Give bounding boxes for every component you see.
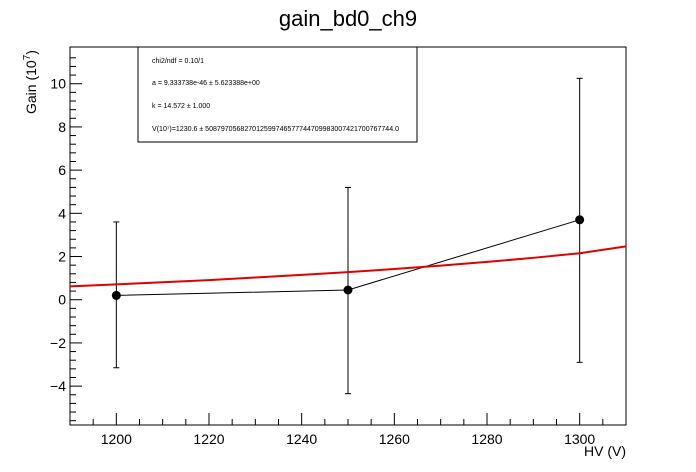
stats-v: V(10⁷)=1230.6 ± 508797056827012599746577… bbox=[152, 126, 399, 133]
x-tick-label: 1260 bbox=[379, 431, 410, 447]
stats-box-frame bbox=[137, 46, 418, 143]
y-axis-label: Gain (107) bbox=[22, 50, 39, 114]
x-tick-label: 1200 bbox=[101, 431, 132, 447]
y-tick-label: 8 bbox=[58, 119, 66, 135]
y-tick-label: 4 bbox=[58, 205, 66, 221]
x-tick-label: 1280 bbox=[471, 431, 502, 447]
y-axis: −4 −2 0 2 4 6 8 10 bbox=[50, 57, 82, 422]
x-axis-label: HV (V) bbox=[584, 443, 626, 459]
x-tick-label: 1300 bbox=[564, 431, 595, 447]
data-point bbox=[575, 215, 585, 225]
x-tick-label: 1240 bbox=[286, 431, 317, 447]
y-tick-label: 6 bbox=[58, 162, 66, 178]
chart-title: gain_bd0_ch9 bbox=[279, 6, 417, 31]
y-tick-label: 0 bbox=[58, 292, 66, 308]
y-axis-label-base: Gain (10 bbox=[23, 60, 39, 114]
stats-box: chi2/ndf = 0.10/1 a = 9.333738e-46 ± 5.6… bbox=[137, 46, 418, 143]
data-point bbox=[343, 285, 353, 295]
stats-a: a = 9.333738e-46 ± 5.623388e+00 bbox=[152, 80, 260, 87]
y-tick-label: −4 bbox=[50, 378, 66, 394]
stats-k: k = 14.572 ± 1.000 bbox=[152, 103, 210, 110]
y-axis-label-exp: 7 bbox=[22, 54, 33, 60]
x-axis: 1200 1220 1240 1260 1280 1300 bbox=[69, 413, 627, 447]
y-tick-label: −2 bbox=[50, 335, 66, 351]
data-point bbox=[111, 290, 121, 300]
stats-chi2: chi2/ndf = 0.10/1 bbox=[152, 58, 204, 65]
fit-curve bbox=[69, 245, 627, 288]
fit-curve-group bbox=[69, 245, 627, 288]
x-tick-label: 1220 bbox=[193, 431, 224, 447]
data-series bbox=[111, 77, 585, 395]
y-tick-label: 2 bbox=[58, 249, 66, 265]
y-axis-label-end: ) bbox=[23, 50, 39, 55]
y-tick-label: 10 bbox=[50, 76, 66, 92]
